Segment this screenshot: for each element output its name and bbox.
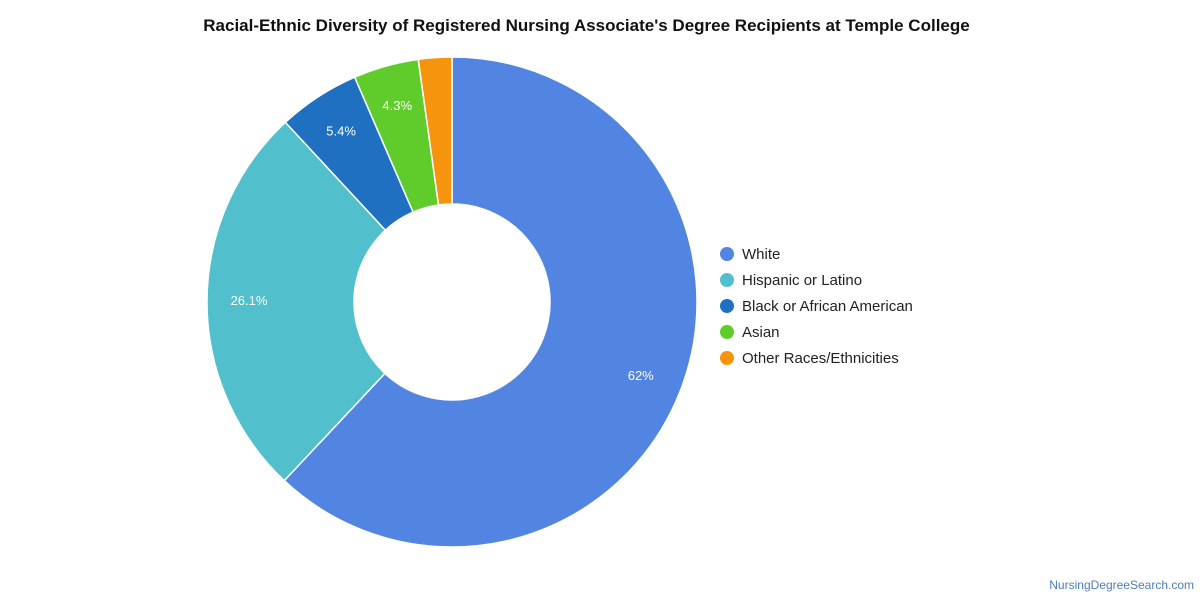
- slice-hispanic-or-latino[interactable]: [206, 121, 387, 482]
- legend-item-asian[interactable]: Asian: [720, 319, 913, 345]
- legend-swatch: [720, 247, 734, 261]
- source-credit[interactable]: NursingDegreeSearch.com: [1049, 578, 1194, 592]
- slice-label-hispanic-or-latino: 26.1%: [231, 293, 268, 308]
- legend-swatch: [720, 351, 734, 365]
- slice-label-asian: 4.3%: [382, 98, 412, 113]
- legend-label: Black or African American: [742, 297, 913, 315]
- legend-label: White: [742, 245, 781, 263]
- legend-item-black-or-african-american[interactable]: Black or African American: [720, 293, 913, 319]
- slice-label-black-or-african-american: 5.4%: [326, 123, 356, 138]
- slice-other-races-ethnicities[interactable]: [417, 56, 453, 206]
- legend-swatch: [720, 325, 734, 339]
- legend-label: Other Races/Ethnicities: [742, 349, 899, 367]
- legend-swatch: [720, 299, 734, 313]
- chart-title: Racial-Ethnic Diversity of Registered Nu…: [203, 16, 970, 35]
- legend-swatch: [720, 273, 734, 287]
- chart-legend: White Hispanic or Latino Black or African …: [720, 241, 913, 371]
- legend-item-white[interactable]: White: [720, 241, 913, 267]
- legend-label: Asian: [742, 323, 780, 341]
- slice-white[interactable]: [283, 56, 698, 548]
- legend-item-hispanic-or-latino[interactable]: Hispanic or Latino: [720, 267, 913, 293]
- legend-item-other-races-ethnicities[interactable]: Other Races/Ethnicities: [720, 345, 913, 371]
- legend-label: Hispanic or Latino: [742, 271, 863, 289]
- slice-label-white: 62%: [628, 368, 654, 383]
